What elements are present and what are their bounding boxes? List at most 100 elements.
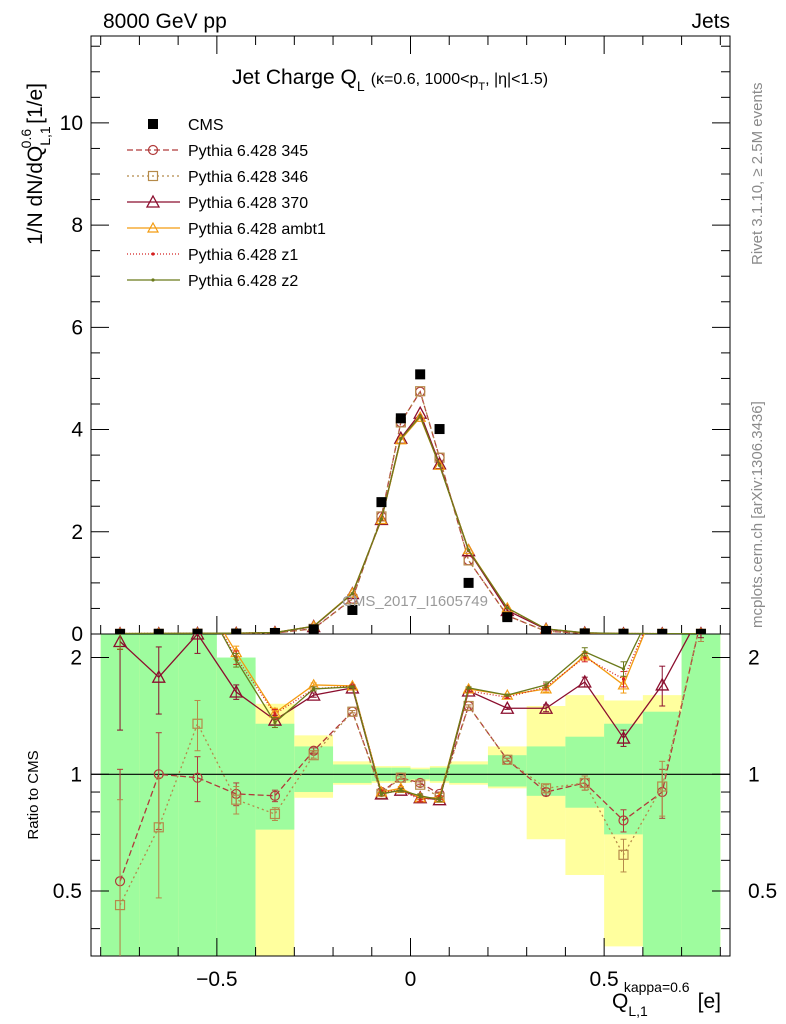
cms-data-point [308, 624, 319, 634]
cms-data-point [463, 577, 474, 588]
ratio-marker-point [312, 687, 316, 691]
legend-label: Pythia 6.428 370 [188, 195, 308, 212]
ratio-marker-point [118, 588, 121, 591]
ratio-marker-point [231, 794, 242, 805]
ratio-y-tick-label: 2 [70, 647, 82, 670]
cms-data-layer [115, 369, 706, 634]
main-marker-point [466, 548, 471, 552]
rivet-version-label: Rivet 3.1.10, ≥ 2.5M events [749, 83, 766, 266]
cms-data-point [502, 612, 513, 623]
ratio-marker-point [196, 588, 199, 591]
ratio-marker-point [415, 779, 426, 790]
main-marker-point [415, 386, 426, 397]
legend-marker-cms [148, 119, 158, 129]
ratio-marker-point [234, 658, 238, 662]
legend-label: Pythia 6.428 346 [188, 169, 308, 186]
main-marker-point [433, 459, 446, 470]
ratio-marker-point [151, 669, 166, 683]
cms-data-point [657, 628, 668, 634]
ratio-marker-point [695, 607, 707, 618]
ratio-marker-point [118, 588, 121, 591]
ratio-marker-point [192, 718, 203, 729]
ratio-line-Pythia-6428-z2 [221, 634, 642, 801]
x-tick-label: 0.5 [590, 968, 619, 991]
ratio-marker-point [544, 683, 548, 687]
ratio-marker-point [583, 650, 587, 654]
ratio-marker-point [379, 792, 384, 796]
ratio-marker-point [655, 677, 670, 691]
cms-data-point [153, 628, 164, 634]
cms-data-point [376, 497, 387, 508]
ratio-series-layer [112, 584, 707, 956]
ratio-marker-point [618, 815, 629, 826]
cms-data-point [115, 628, 126, 634]
main-marker-point [399, 437, 403, 441]
legend-label: Pythia 6.428 ambt1 [188, 221, 326, 238]
legend-marker [151, 278, 155, 282]
cms-data-point [541, 625, 552, 634]
ratio-marker-point [350, 685, 355, 689]
ratio-marker-point [308, 750, 319, 761]
ratio-marker-point [192, 772, 203, 783]
main-y-tick-label: 10 [60, 112, 83, 135]
ratio-marker-point [696, 615, 705, 624]
ratio-marker-point [437, 798, 442, 802]
cms-data-point [347, 604, 358, 615]
ratio-line-Pythia-6428-370 [119, 634, 691, 801]
legend-marker [147, 170, 159, 182]
ratio-marker-point [500, 700, 515, 714]
ratio-marker-point [157, 588, 160, 591]
main-marker-point [463, 555, 474, 566]
cms-data-point [695, 628, 706, 634]
main-marker-point [379, 517, 384, 521]
cms-data-point [579, 628, 590, 634]
ratio-marker-point [229, 684, 244, 698]
main-y-tick-label: 8 [71, 214, 83, 237]
ratio-marker-point [115, 584, 125, 593]
legend: CMS Pythia 6.428 345 Pythia 6.428 346 Pythi… [127, 117, 326, 290]
cms-data-point [269, 627, 280, 634]
ratio-marker-point [657, 781, 668, 792]
ratio-marker-point [661, 588, 664, 591]
legend-label: Pythia 6.428 z2 [188, 273, 298, 290]
ratio-marker-point [196, 588, 199, 591]
ratio-marker-point [540, 682, 553, 694]
ratio-marker-point [696, 584, 706, 593]
ratio-marker-point [579, 777, 590, 789]
ratio-marker-point [699, 588, 702, 591]
ratio-marker-point [347, 706, 358, 717]
ratio-y-tick-label-right: 2 [748, 647, 760, 670]
main-marker-point [505, 606, 509, 610]
ratio-marker-point [273, 712, 277, 716]
ratio-marker-point [502, 754, 513, 765]
ratio-marker-point [154, 584, 164, 593]
ratio-marker-point [114, 899, 126, 911]
ratio-marker-point [153, 822, 164, 833]
cms-data-point [395, 413, 406, 424]
main-marker-point [375, 513, 388, 525]
ratio-marker-point [661, 588, 664, 591]
header-category: Jets [691, 10, 730, 33]
inner-band-bin [681, 634, 721, 956]
ratio-marker-point [617, 678, 630, 690]
main-marker-point [394, 433, 407, 445]
main-y-tick-label: 2 [71, 521, 83, 544]
x-tick-label: 0 [405, 968, 417, 991]
ratio-marker-point [157, 588, 160, 591]
ratio-marker-point [540, 783, 552, 794]
main-marker-point [462, 543, 475, 555]
main-marker-point [350, 592, 355, 596]
inner-band-bin [565, 736, 605, 808]
cms-data-point [415, 369, 426, 380]
cms-data-point [192, 628, 203, 634]
ratio-marker-point [306, 687, 321, 701]
ratio-marker-point [418, 794, 422, 798]
main-y-tick-label: 4 [71, 419, 83, 442]
ratio-marker-point [190, 634, 205, 640]
main-marker-point [414, 411, 427, 422]
ratio-y-tick-label-right: 1 [748, 763, 760, 786]
uncertainty-bands [91, 634, 730, 956]
legend-marker [146, 221, 160, 233]
ratio-marker-point [505, 693, 509, 697]
ratio-y-tick-label-right: 0.5 [748, 880, 777, 903]
